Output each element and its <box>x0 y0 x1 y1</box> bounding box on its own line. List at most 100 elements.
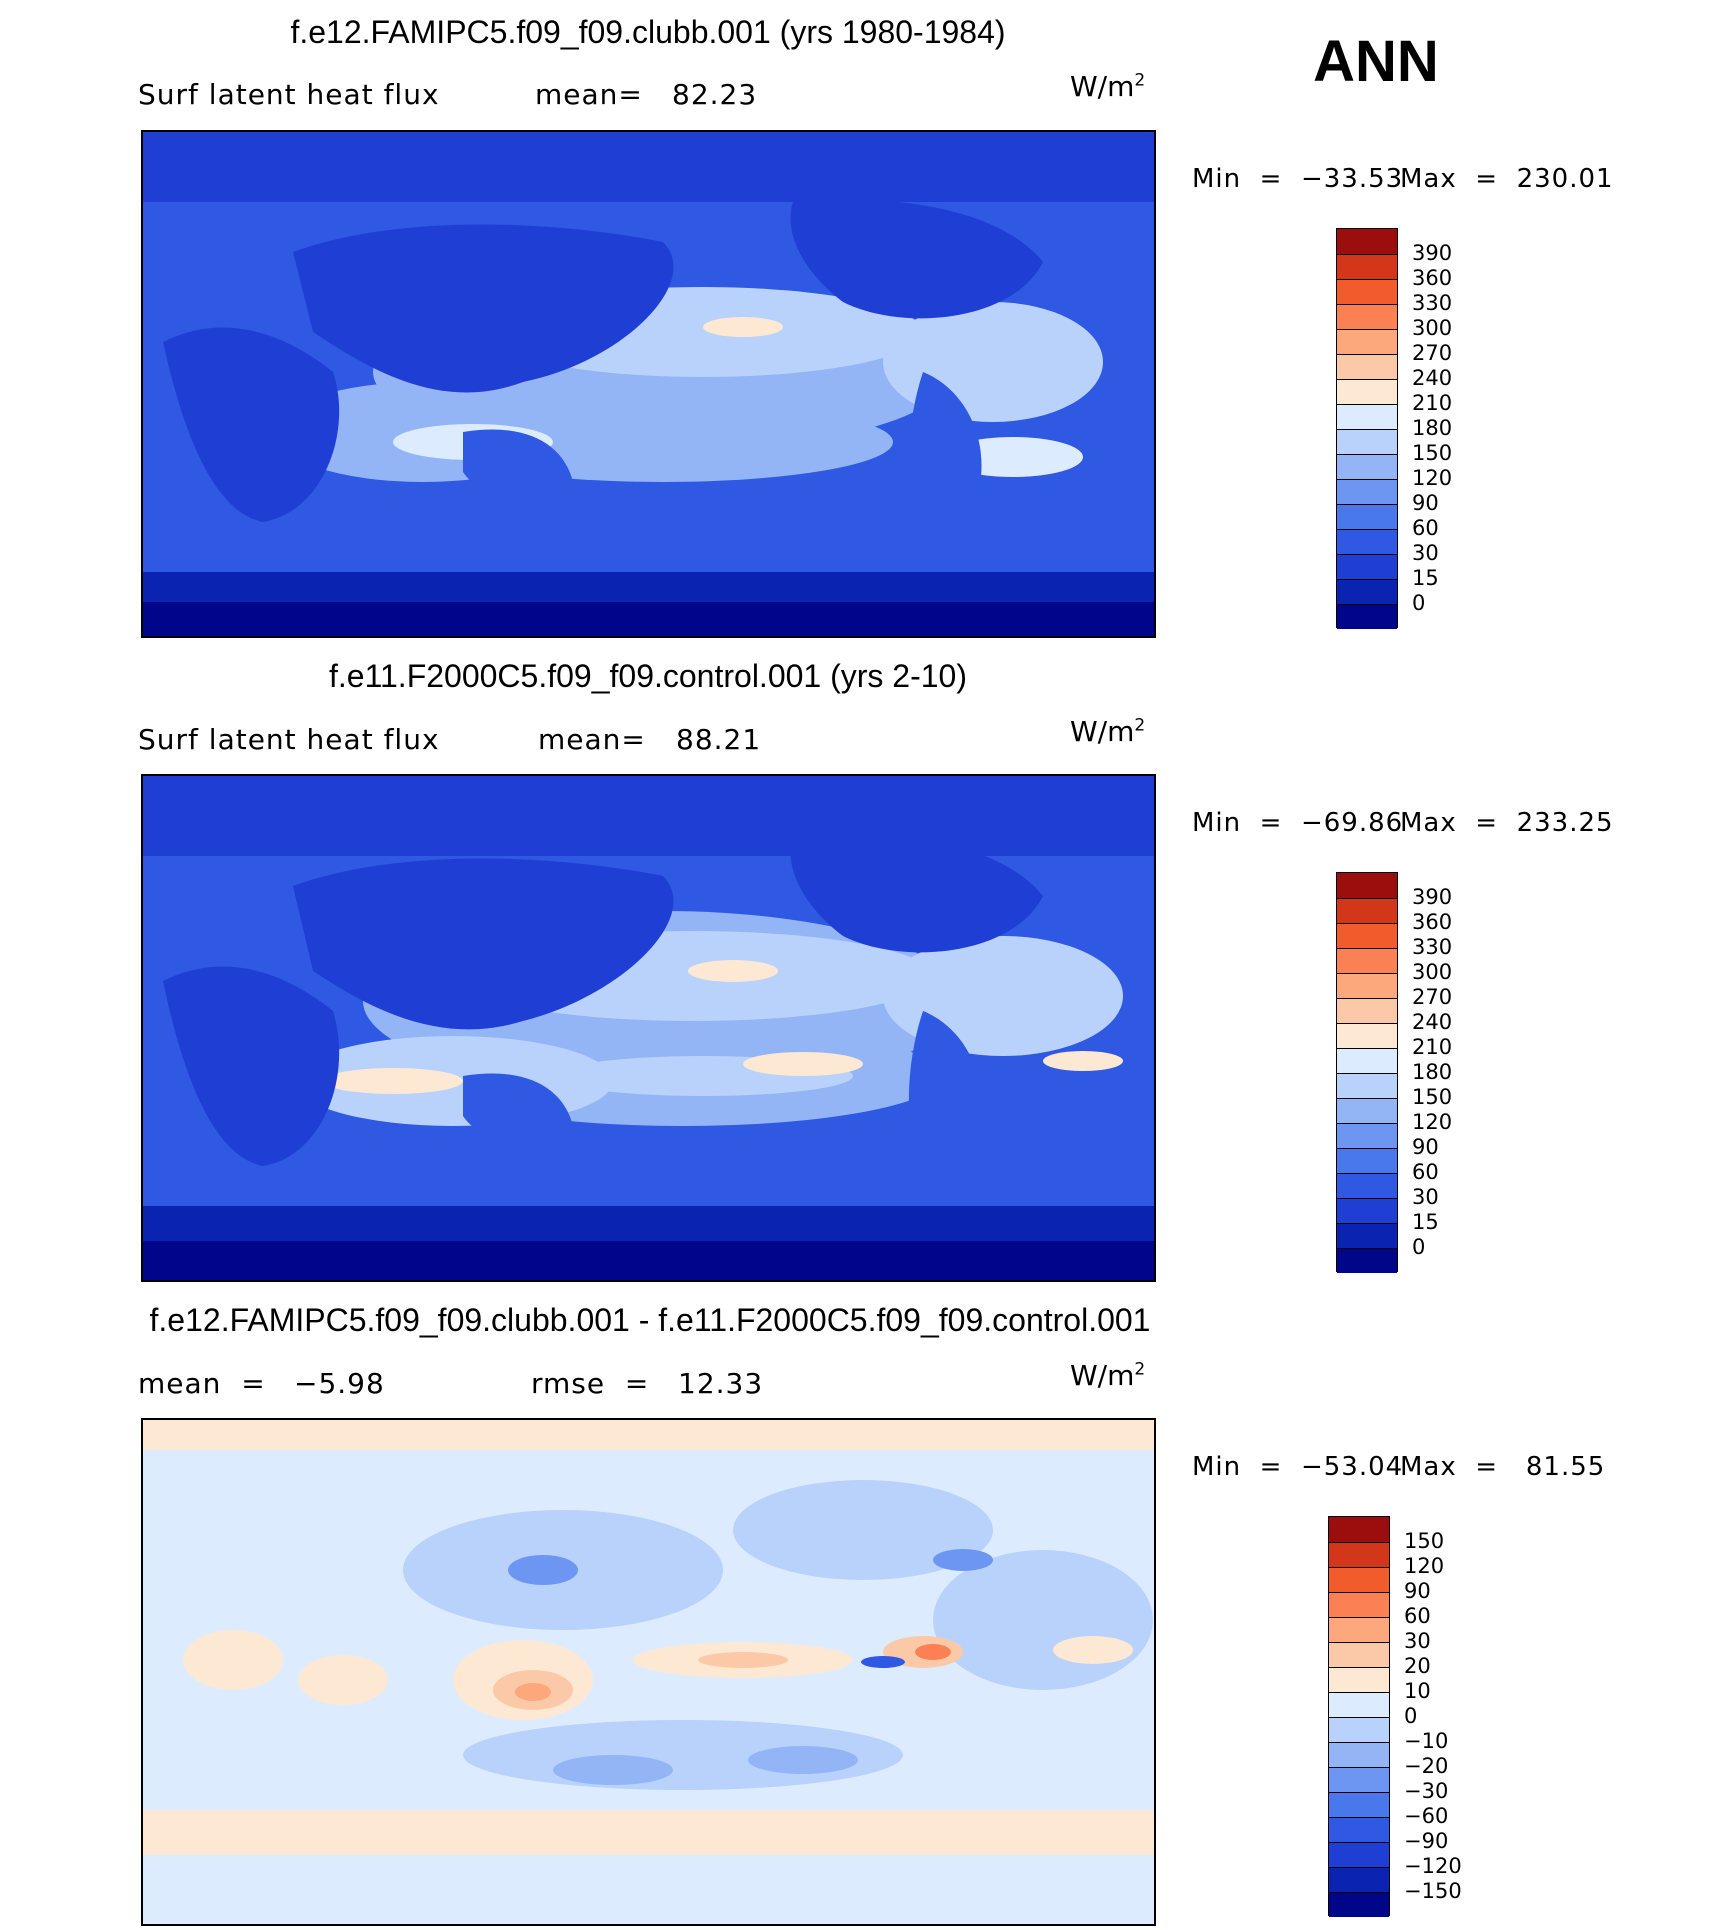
colorbar-box <box>1337 1123 1397 1148</box>
colorbar-box <box>1337 1098 1397 1123</box>
colorbar-tick-label: 390 <box>1412 241 1453 265</box>
panel-3-colorbar <box>1328 1516 1390 1917</box>
colorbar-box <box>1337 229 1397 254</box>
panel-3-rmse-value: 12.33 <box>678 1367 764 1400</box>
panel-2-units: W/m2 <box>1070 715 1146 748</box>
colorbar-box <box>1329 1842 1389 1867</box>
colorbar-box <box>1337 479 1397 504</box>
colorbar-tick-label: 210 <box>1412 391 1453 415</box>
colorbar-tick-label: 0 <box>1412 1235 1426 1259</box>
colorbar-box <box>1329 1892 1389 1917</box>
panel-2-map <box>141 774 1156 1282</box>
colorbar-tick-label: 120 <box>1412 1110 1453 1134</box>
panel-3-mean-value: −5.98 <box>294 1367 385 1400</box>
colorbar-tick-label: 180 <box>1412 416 1453 440</box>
colorbar-tick-label: 60 <box>1412 1160 1439 1184</box>
season-label: ANN <box>1313 29 1439 94</box>
colorbar-box <box>1337 1073 1397 1098</box>
colorbar-box <box>1337 304 1397 329</box>
colorbar-tick-label: 90 <box>1412 1135 1439 1159</box>
colorbar-box <box>1329 1592 1389 1617</box>
panel-2-title: f.e11.F2000C5.f09_f09.control.001 (yrs 2… <box>329 658 967 694</box>
colorbar-tick-label: 270 <box>1412 985 1453 1009</box>
colorbar-box <box>1337 604 1397 629</box>
colorbar-box <box>1329 1567 1389 1592</box>
colorbar-box <box>1337 898 1397 923</box>
colorbar-tick-label: 150 <box>1412 441 1453 465</box>
colorbar-tick-label: 270 <box>1412 341 1453 365</box>
panel-1-mean-value: 82.23 <box>672 78 758 111</box>
colorbar-tick-label: 360 <box>1412 910 1453 934</box>
colorbar-tick-label: 300 <box>1412 960 1453 984</box>
panel-3-mean-label: mean = <box>138 1367 266 1400</box>
colorbar-box <box>1337 254 1397 279</box>
panel-3-map-field <box>143 1420 1154 1924</box>
panel-1-colorbar <box>1336 228 1398 629</box>
colorbar-box <box>1337 923 1397 948</box>
colorbar-box <box>1329 1642 1389 1667</box>
panel-2-colorbar <box>1336 872 1398 1273</box>
colorbar-box <box>1329 1692 1389 1717</box>
colorbar-box <box>1329 1792 1389 1817</box>
panel-3-rmse-label: rmse = <box>531 1367 650 1400</box>
colorbar-tick-label: 10 <box>1404 1679 1431 1703</box>
colorbar-tick-label: 60 <box>1404 1604 1431 1628</box>
colorbar-tick-label: 0 <box>1412 591 1426 615</box>
panel-1-variable: Surf latent heat flux <box>138 78 440 111</box>
colorbar-box <box>1337 379 1397 404</box>
colorbar-tick-label: 15 <box>1412 566 1439 590</box>
colorbar-tick-label: 390 <box>1412 885 1453 909</box>
colorbar-box <box>1337 504 1397 529</box>
colorbar-box <box>1329 1717 1389 1742</box>
colorbar-tick-label: 90 <box>1404 1579 1431 1603</box>
colorbar-tick-label: 15 <box>1412 1210 1439 1234</box>
colorbar-box <box>1337 329 1397 354</box>
colorbar-box <box>1329 1742 1389 1767</box>
colorbar-tick-label: 180 <box>1412 1060 1453 1084</box>
colorbar-box <box>1337 873 1397 898</box>
colorbar-tick-label: 150 <box>1404 1529 1445 1553</box>
panel-2-mean-label: mean= <box>538 723 646 756</box>
colorbar-box <box>1337 279 1397 304</box>
colorbar-tick-label: −150 <box>1404 1879 1462 1903</box>
panel-3-map <box>141 1418 1156 1926</box>
colorbar-box <box>1337 454 1397 479</box>
colorbar-tick-label: −60 <box>1404 1804 1449 1828</box>
panel-3-title: f.e12.FAMIPC5.f09_f09.clubb.001 - f.e11.… <box>149 1302 1151 1338</box>
colorbar-box <box>1329 1767 1389 1792</box>
panel-1-min: Min = −33.53 <box>1192 164 1404 194</box>
panel-1-max: Max = 230.01 <box>1400 164 1614 194</box>
colorbar-tick-label: 60 <box>1412 516 1439 540</box>
colorbar-tick-label: −20 <box>1404 1754 1449 1778</box>
colorbar-tick-label: 150 <box>1412 1085 1453 1109</box>
colorbar-tick-label: −10 <box>1404 1729 1449 1753</box>
colorbar-box <box>1337 1173 1397 1198</box>
panel-3-min: Min = −53.04 <box>1192 1452 1404 1482</box>
colorbar-box <box>1329 1667 1389 1692</box>
colorbar-box <box>1329 1867 1389 1892</box>
panel-2-mean-value: 88.21 <box>676 723 762 756</box>
colorbar-box <box>1337 429 1397 454</box>
colorbar-box <box>1337 1048 1397 1073</box>
colorbar-tick-label: −90 <box>1404 1829 1449 1853</box>
colorbar-tick-label: −30 <box>1404 1779 1449 1803</box>
panel-1-colorbar-labels: 0 15 30 60 90 120 150 180 210 240 270 300 330 360 390 <box>1412 228 1512 628</box>
colorbar-box <box>1329 1542 1389 1567</box>
colorbar-box <box>1329 1617 1389 1642</box>
colorbar-box <box>1337 973 1397 998</box>
panel-1-map-field <box>143 132 1154 636</box>
panel-1-units: W/m2 <box>1070 70 1146 103</box>
colorbar-tick-label: 30 <box>1412 541 1439 565</box>
panel-1-mean-label: mean= <box>535 78 643 111</box>
panel-2-variable: Surf latent heat flux <box>138 723 440 756</box>
colorbar-tick-label: 240 <box>1412 366 1453 390</box>
panel-3-colorbar-labels: −150 −120 −90 −60 −30 −20 −10 0 10 20 30 60 90 120 150 <box>1404 1516 1504 1916</box>
colorbar-tick-label: 30 <box>1404 1629 1431 1653</box>
colorbar-box <box>1337 998 1397 1023</box>
colorbar-tick-label: 30 <box>1412 1185 1439 1209</box>
colorbar-box <box>1337 1023 1397 1048</box>
colorbar-box <box>1337 404 1397 429</box>
colorbar-tick-label: 210 <box>1412 1035 1453 1059</box>
colorbar-box <box>1329 1817 1389 1842</box>
panel-2-min: Min = −69.86 <box>1192 808 1404 838</box>
